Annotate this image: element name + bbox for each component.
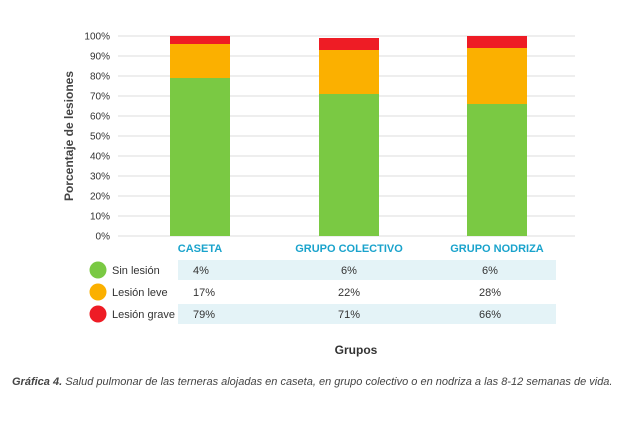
legend-dot [89, 261, 107, 279]
y-tick-label: 0% [96, 232, 111, 243]
table-cell: 6% [482, 265, 498, 277]
y-tick-label: 80% [90, 72, 110, 83]
y-tick-label: 10% [90, 212, 110, 223]
table-row-band [178, 304, 556, 324]
bar-segment [170, 44, 230, 78]
bar-segment [170, 36, 230, 44]
y-tick-label: 50% [90, 132, 110, 143]
y-tick-labels: 0% 10% 20% 30% 40% 50% 60% 70% 80% 90% 100% [84, 32, 110, 243]
bar-segment [467, 104, 527, 236]
table-row-label: Lesión grave [112, 309, 175, 321]
x-axis-label: Grupos [335, 343, 378, 357]
table-row-label: Lesión leve [112, 287, 168, 299]
y-tick-label: 100% [84, 32, 110, 43]
figure-caption: Gráfica 4. Salud pulmonar de las ternera… [12, 376, 622, 388]
y-tick-label: 60% [90, 112, 110, 123]
table-row-band [178, 260, 556, 280]
legend-dot [89, 305, 107, 323]
y-tick-label: 30% [90, 172, 110, 183]
caption-prefix: Gráfica 4. [12, 376, 63, 388]
table-row-label: Sin lesión [112, 265, 160, 277]
bar-segment [319, 38, 379, 50]
category-label: GRUPO COLECTIVO [295, 243, 403, 255]
table-cell: 6% [341, 265, 357, 277]
y-tick-label: 70% [90, 92, 110, 103]
category-label: CASETA [178, 243, 222, 255]
data-table: Sin lesión 4% 6% 6% Lesión leve 17% 22% 28% Lesi… [89, 260, 556, 324]
bar-segment [467, 36, 527, 48]
y-tick-label: 40% [90, 152, 110, 163]
bar-segment [319, 94, 379, 236]
caption-text: Salud pulmonar de las terneras alojadas … [62, 376, 613, 388]
y-axis-label: Porcentaje de lesiones [62, 71, 76, 201]
category-labels: CASETA GRUPO COLECTIVO GRUPO NODRIZA [178, 243, 544, 255]
legend-dot [89, 283, 107, 301]
table-cell: 22% [338, 287, 360, 299]
bar-segment [170, 78, 230, 236]
bar-segment [319, 50, 379, 94]
table-cell: 17% [193, 287, 215, 299]
table-cell: 79% [193, 309, 215, 321]
table-cell: 66% [479, 309, 501, 321]
table-cell: 71% [338, 309, 360, 321]
bar-segment [467, 48, 527, 104]
table-cell: 4% [193, 265, 209, 277]
table-cell: 28% [479, 287, 501, 299]
bars [170, 36, 527, 236]
stacked-bar-chart: 0% 10% 20% 30% 40% 50% 60% 70% 80% 90% 100% CASETA… [62, 32, 575, 357]
y-tick-label: 90% [90, 52, 110, 63]
category-label: GRUPO NODRIZA [450, 243, 544, 255]
y-tick-label: 20% [90, 192, 110, 203]
